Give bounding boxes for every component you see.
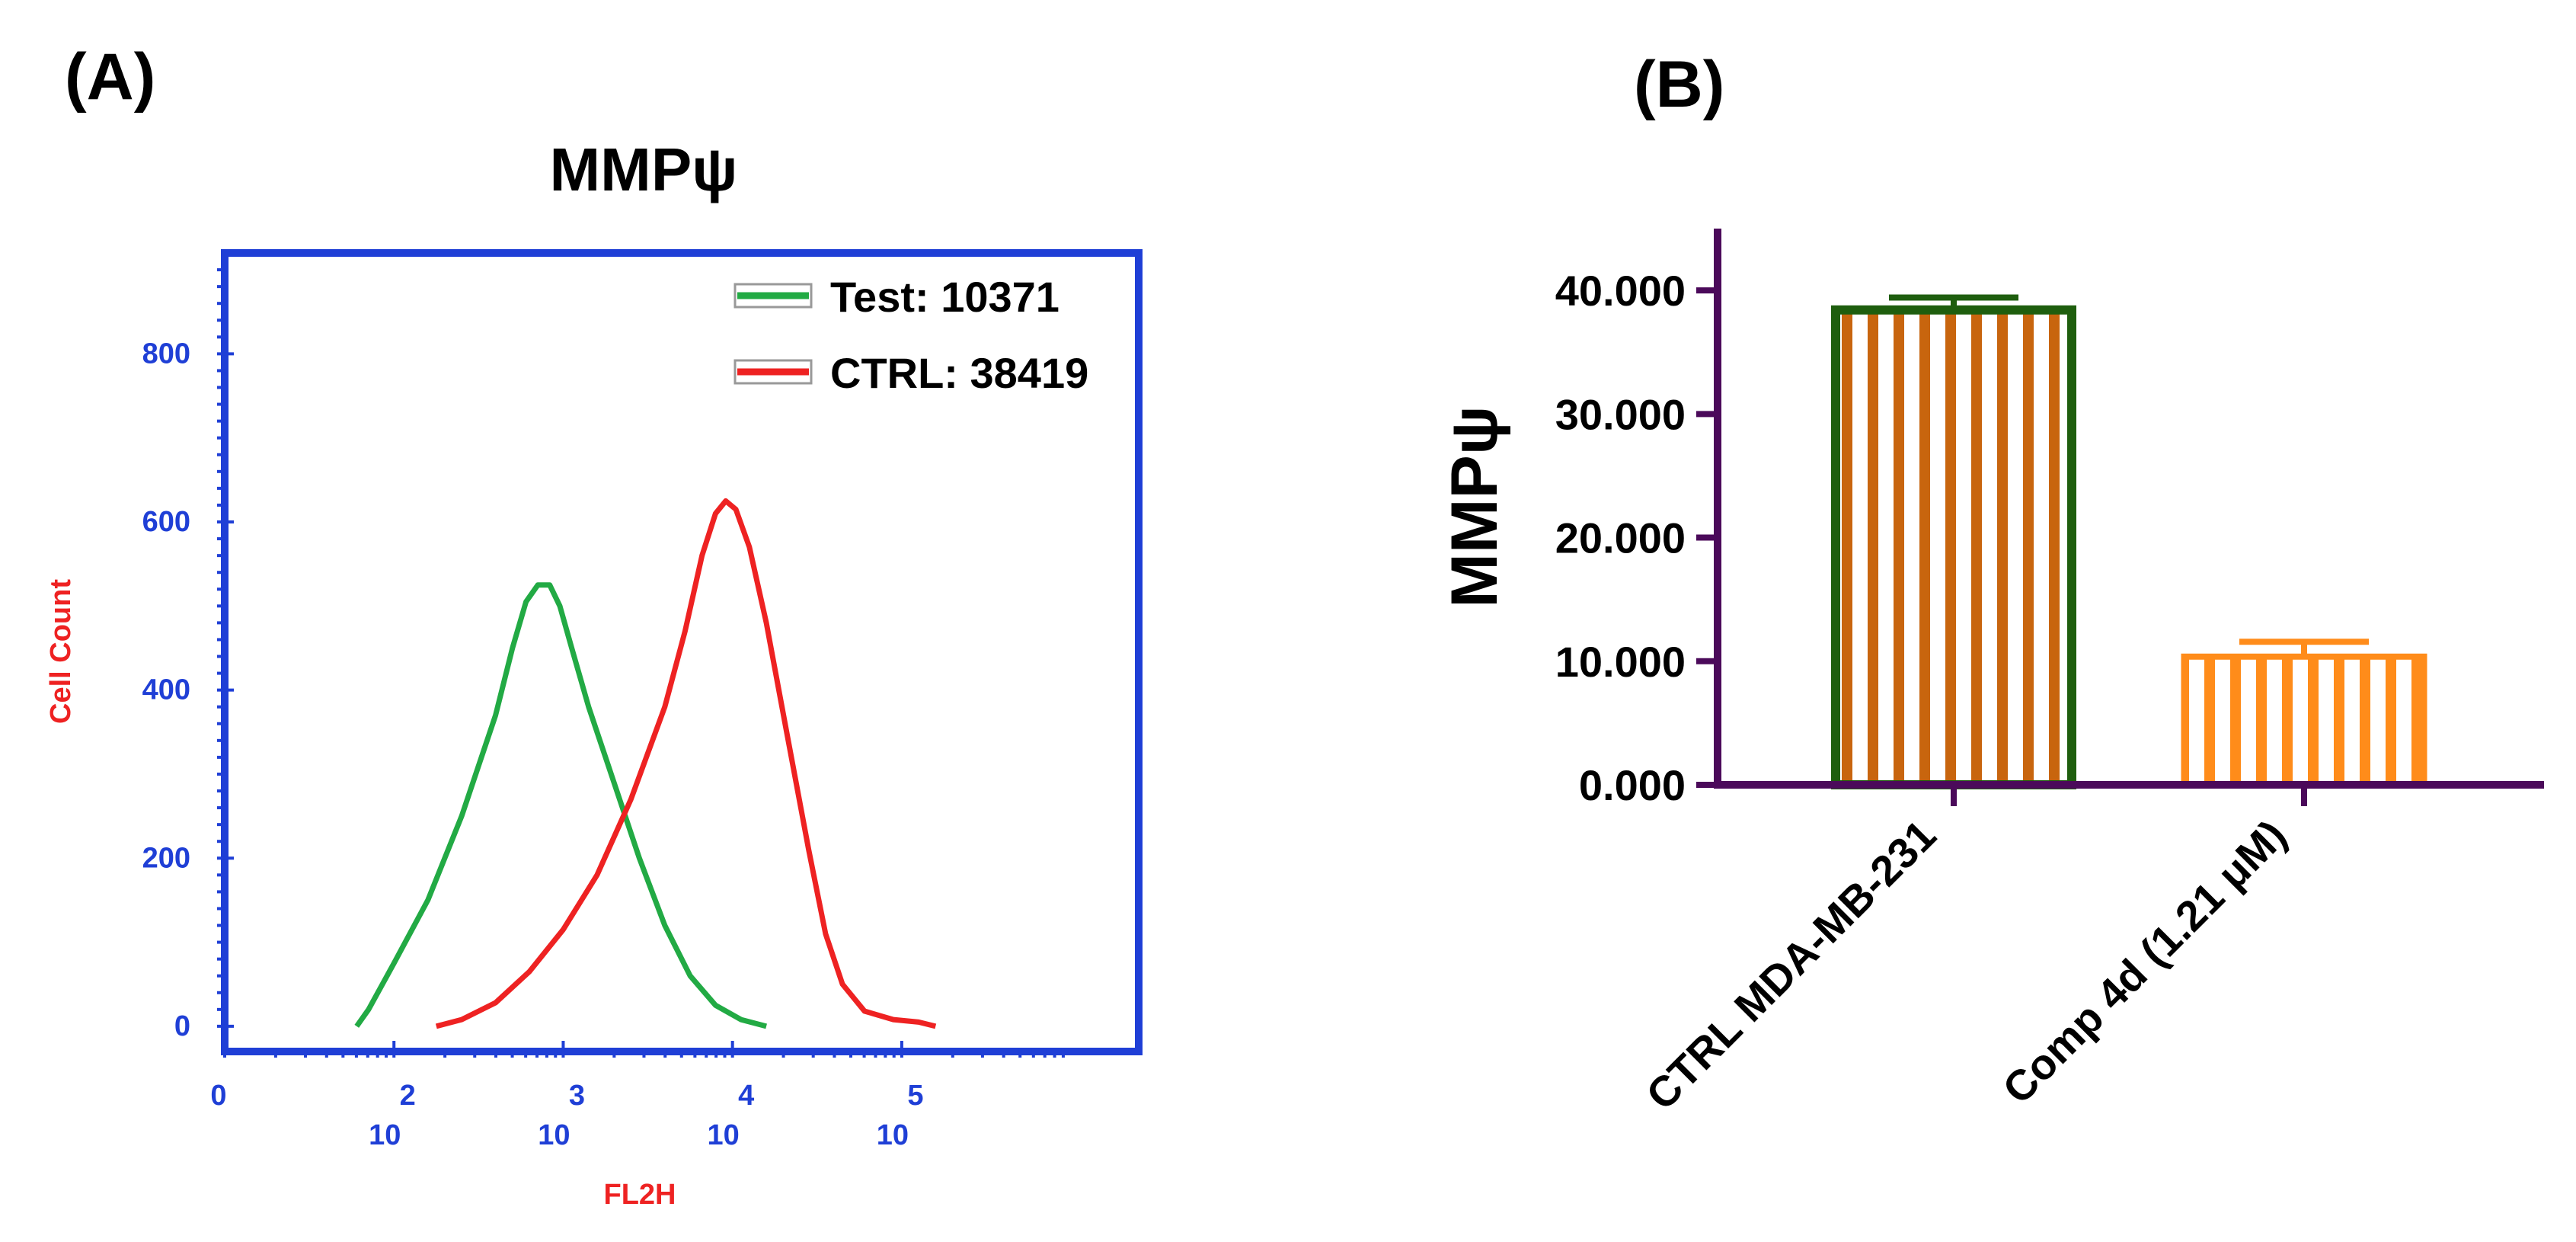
series-curve-0 bbox=[354, 582, 767, 1029]
y-tick-label: 10.000 bbox=[1555, 638, 1686, 686]
panel-a-label: (A) bbox=[65, 40, 155, 114]
y-tick-label: 0 bbox=[174, 1010, 190, 1042]
y-tick-label: 400 bbox=[142, 674, 190, 706]
x-tick-base: 10 bbox=[877, 1119, 909, 1151]
y-tick-label: 800 bbox=[142, 338, 190, 370]
x-tick-exponent: 0 bbox=[210, 1080, 226, 1112]
y-axis-label: MMPψ bbox=[1438, 405, 1511, 607]
y-axis: 0 200 400 600 800 bbox=[142, 268, 234, 1042]
legend-label-1: CTRL: 38419 bbox=[830, 349, 1088, 397]
x-axis-label: FL2H bbox=[604, 1179, 676, 1211]
bars bbox=[1831, 294, 2427, 790]
y-tick-label: 40.000 bbox=[1555, 267, 1686, 315]
x-tick-base: 10 bbox=[538, 1119, 570, 1151]
x-category-label: Comp 4d (1.21 μM) bbox=[1993, 811, 2296, 1113]
curves bbox=[354, 498, 937, 1029]
legend: Test: 10371 CTRL: 38419 bbox=[733, 273, 1088, 397]
x-axis: 0 2 10 3 10 4 10 5 10 bbox=[210, 1041, 1065, 1151]
x-tick-exponent: 4 bbox=[738, 1080, 754, 1112]
x-tick-base: 10 bbox=[369, 1119, 401, 1151]
y-tick-label: 600 bbox=[142, 506, 190, 538]
x-tick-exponent: 5 bbox=[907, 1080, 923, 1112]
bar-0 bbox=[1831, 305, 2076, 790]
histogram-chart: 0 200 400 600 800 0 2 10 3 10 4 10 5 10 Test: 10371 C… bbox=[45, 249, 1143, 1211]
y-tick-label: 0.000 bbox=[1579, 761, 1686, 809]
y-tick-label: 30.000 bbox=[1555, 390, 1686, 438]
x-category-label: CTRL MDA-MB-231 bbox=[1637, 811, 1945, 1119]
panel-a-title: MMPψ bbox=[550, 136, 738, 203]
x-tick-base: 10 bbox=[708, 1119, 740, 1151]
x-tick-exponent: 3 bbox=[569, 1080, 585, 1112]
x-tick-exponent: 2 bbox=[400, 1080, 416, 1112]
y-tick-label: 20.000 bbox=[1555, 514, 1686, 562]
bar-1 bbox=[2181, 653, 2427, 788]
y-axis-label: Cell Count bbox=[45, 579, 77, 724]
y-tick-label: 200 bbox=[142, 842, 190, 874]
panel-b-label: (B) bbox=[1634, 48, 1724, 121]
legend-label-0: Test: 10371 bbox=[830, 273, 1059, 321]
bar-chart: 0.000 10.000 20.000 30.000 40.000 CTRL MDA-MB… bbox=[1438, 229, 2544, 1119]
series-curve-1 bbox=[435, 498, 937, 1029]
